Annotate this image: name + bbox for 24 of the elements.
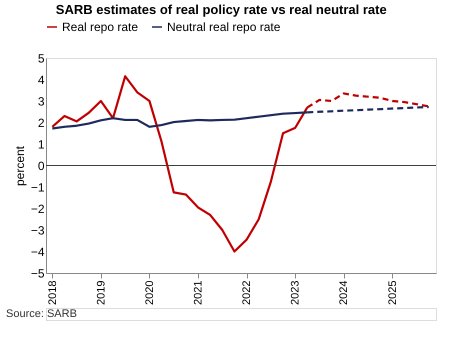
legend-label: Real repo rate — [62, 20, 138, 34]
y-tick-label: −3 — [30, 224, 45, 238]
x-tick-label: 2020 — [144, 280, 156, 305]
y-tick-label: 1 — [38, 138, 45, 152]
chart-title: SARB estimates of real policy rate vs real neutral rate — [56, 2, 387, 17]
y-tick-label: 2 — [38, 116, 45, 130]
x-tick-label: 2019 — [95, 280, 108, 305]
source-note: Source: SARB — [6, 308, 77, 320]
y-tick-label: 5 — [38, 52, 45, 66]
y-tick-label: −5 — [30, 266, 45, 280]
x-tick-label: 2025 — [386, 280, 399, 305]
x-tick-label: 2018 — [46, 280, 59, 305]
y-tick-label: 4 — [38, 73, 45, 87]
legend-label: Neutral real repo rate — [167, 20, 281, 34]
x-tick-label: 2023 — [290, 280, 302, 305]
y-tick-label: −2 — [30, 202, 45, 216]
y-tick-label: 3 — [38, 94, 45, 108]
y-tick-label: −1 — [30, 180, 45, 194]
x-tick-label: 2024 — [338, 280, 350, 305]
y-tick-label: 0 — [38, 159, 45, 173]
x-tick-label: 2021 — [192, 280, 205, 305]
y-tick-label: −4 — [30, 245, 45, 259]
y-axis-title: percent — [12, 145, 27, 186]
x-tick-label: 2022 — [241, 280, 254, 305]
